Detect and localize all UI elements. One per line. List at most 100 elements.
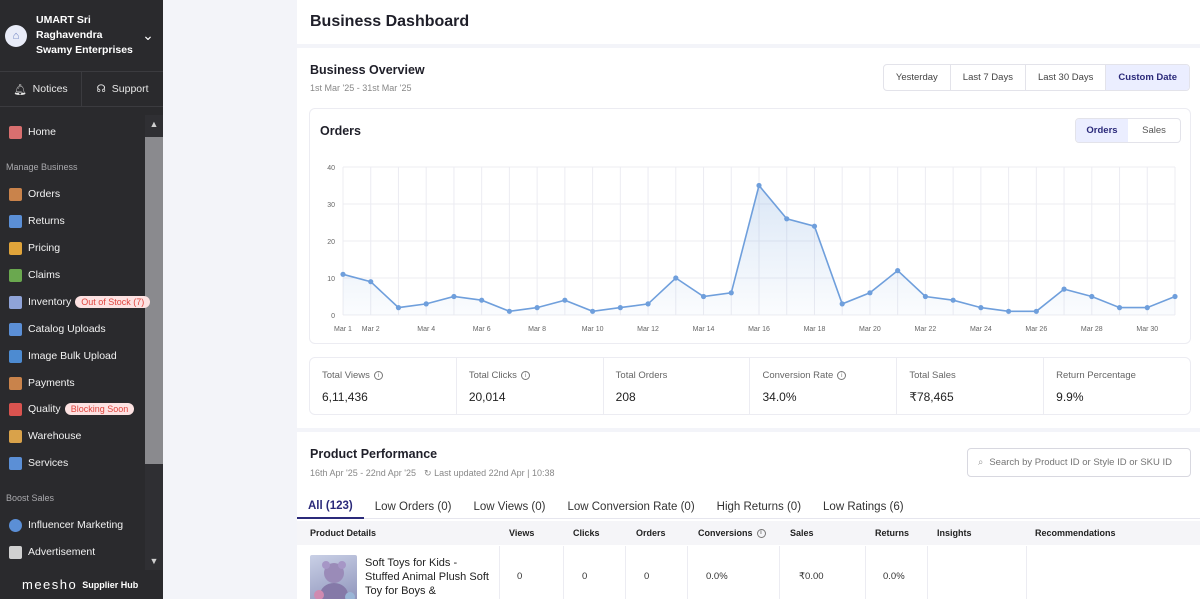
col-clicks: Clicks — [573, 528, 600, 538]
stat-total-views: Total Views i 6,11,436 — [310, 358, 456, 414]
stat-value: 20,014 — [468, 390, 506, 404]
stat-label: Total Clicks — [468, 370, 517, 381]
product-name[interactable]: Soft Toys for Kids - Stuffed Animal Plus… — [365, 557, 489, 597]
stat-value: 34.0% — [762, 390, 797, 404]
data-point — [895, 268, 901, 274]
tab-low-views[interactable]: Low Views (0) — [473, 501, 546, 513]
stat-label: Total Sales — [909, 370, 956, 381]
claims-icon — [9, 268, 22, 282]
sidebar-scroll-thumb[interactable] — [145, 137, 163, 464]
series-area — [343, 185, 1175, 315]
x-tick-label: Mar 28 — [1081, 326, 1103, 333]
sidebar-item-catalog-uploads[interactable]: Catalog Uploads — [0, 318, 106, 340]
data-point — [534, 305, 540, 311]
cell-conversions: 0.0% — [706, 570, 728, 582]
store-switcher[interactable]: ⌂ UMART Sri Raghavendra Swamy Enterprise… — [0, 0, 163, 72]
sidebar-item-inventory[interactable]: Inventory Out of Stock (7) — [0, 291, 151, 313]
megaphone-icon — [9, 545, 22, 559]
stat-label: Return Percentage — [1056, 370, 1136, 381]
cell-returns: 0.0% — [883, 570, 905, 582]
data-point — [423, 301, 429, 307]
sidebar-item-returns[interactable]: Returns — [0, 210, 65, 232]
blocking-soon-badge[interactable]: Blocking Soon — [64, 403, 135, 415]
toggle-orders[interactable]: Orders — [1076, 119, 1128, 142]
sidebar-item-orders[interactable]: Orders — [0, 183, 60, 205]
x-tick-label: Mar 18 — [804, 326, 826, 333]
data-point — [922, 293, 929, 300]
data-point — [784, 216, 790, 222]
data-point — [1144, 305, 1150, 311]
info-icon[interactable]: i — [756, 528, 766, 538]
cell-clicks: 0 — [582, 570, 588, 582]
returns-icon — [9, 214, 22, 228]
data-point — [451, 293, 457, 300]
stat-value: 208 — [615, 390, 636, 404]
search-input[interactable] — [989, 457, 1180, 468]
x-tick-label: Mar 20 — [859, 326, 881, 333]
sidebar-item-warehouse[interactable]: Warehouse — [0, 425, 81, 447]
y-tick-label: 0 — [331, 313, 335, 320]
tab-high-returns[interactable]: High Returns (0) — [716, 501, 802, 513]
scroll-up-icon[interactable]: ▲ — [149, 119, 159, 129]
table-row[interactable]: Soft Toys for Kids - Stuffed Animal Plus… — [297, 546, 1200, 599]
page-title: Business Dashboard — [310, 13, 470, 30]
sidebar-item-services[interactable]: Services — [0, 452, 68, 474]
support-button[interactable]: ☊ Support — [81, 72, 163, 106]
sidebar-item-influencer-marketing[interactable]: Influencer Marketing — [0, 514, 123, 536]
col-returns: Returns — [875, 528, 910, 538]
home-icon — [9, 125, 22, 139]
y-tick-label: 20 — [327, 239, 335, 246]
x-tick-label: Mar 6 — [473, 326, 491, 333]
stat-total-orders: Total Orders 208 — [602, 358, 750, 414]
filter-custom-date[interactable]: Custom Date — [1105, 65, 1189, 90]
out-of-stock-badge[interactable]: Out of Stock (7) — [75, 296, 151, 308]
image-bulk-upload-icon — [9, 349, 22, 363]
sidebar-item-home[interactable]: Home — [0, 121, 56, 143]
data-point — [978, 305, 984, 311]
product-search[interactable]: ⌕ — [967, 448, 1191, 477]
services-icon — [9, 456, 22, 470]
performance-title: Product Performance — [310, 447, 438, 461]
sidebar-item-quality[interactable]: Quality Blocking Soon — [0, 398, 135, 420]
sidebar-item-image-bulk-upload[interactable]: Image Bulk Upload — [0, 345, 117, 367]
info-icon[interactable]: i — [520, 371, 530, 380]
business-overview-card: Business Overview 1st Mar '25 - 31st Mar… — [297, 48, 1200, 428]
page-header: Business Dashboard — [297, 0, 1200, 44]
chevron-down-icon[interactable]: ⌄ — [142, 27, 154, 43]
sidebar-item-payments[interactable]: Payments — [0, 372, 75, 394]
scroll-down-icon[interactable]: ▼ — [149, 556, 159, 566]
data-point — [1061, 286, 1067, 292]
x-tick-label: Mar 22 — [915, 326, 937, 333]
sidebar-item-advertisement[interactable]: Advertisement — [0, 541, 95, 563]
filter-last-30-days[interactable]: Last 30 Days — [1024, 65, 1105, 90]
info-icon[interactable]: i — [373, 371, 383, 380]
stat-value: 6,11,436 — [322, 390, 368, 404]
pricing-icon — [9, 241, 22, 255]
sidebar-item-pricing[interactable]: Pricing — [0, 237, 60, 259]
data-point — [590, 308, 596, 314]
data-point — [395, 305, 402, 311]
tab-low-ratings[interactable]: Low Ratings (6) — [823, 501, 904, 513]
y-tick-label: 40 — [327, 165, 335, 172]
product-thumbnail[interactable] — [310, 555, 357, 599]
x-tick-label: Mar 10 — [582, 326, 604, 333]
performance-subtitle: 16th Apr '25 - 22nd Apr '25 ↻ Last updat… — [310, 468, 555, 478]
tab-all[interactable]: All (123) — [297, 495, 364, 519]
headset-icon: ☊ — [96, 83, 106, 95]
filter-last-7-days[interactable]: Last 7 Days — [949, 65, 1025, 90]
tab-low-orders[interactable]: Low Orders (0) — [374, 501, 452, 513]
tab-low-conversion-rate[interactable]: Low Conversion Rate (0) — [567, 501, 695, 513]
notices-button[interactable]: 🔔︎ Notices — [13, 83, 68, 96]
info-icon[interactable]: i — [837, 371, 847, 380]
inventory-icon — [9, 295, 22, 309]
cell-views: 0 — [517, 570, 523, 582]
toggle-sales[interactable]: Sales — [1142, 125, 1166, 136]
sidebar-item-claims[interactable]: Claims — [0, 264, 60, 286]
chart-metric-toggle: Orders Sales — [1075, 118, 1181, 143]
data-point — [756, 182, 762, 189]
data-point — [368, 279, 374, 285]
data-point — [1033, 308, 1039, 314]
x-tick-label: Mar 16 — [748, 326, 770, 333]
influencer-icon — [9, 518, 22, 532]
filter-yesterday[interactable]: Yesterday — [895, 72, 938, 83]
